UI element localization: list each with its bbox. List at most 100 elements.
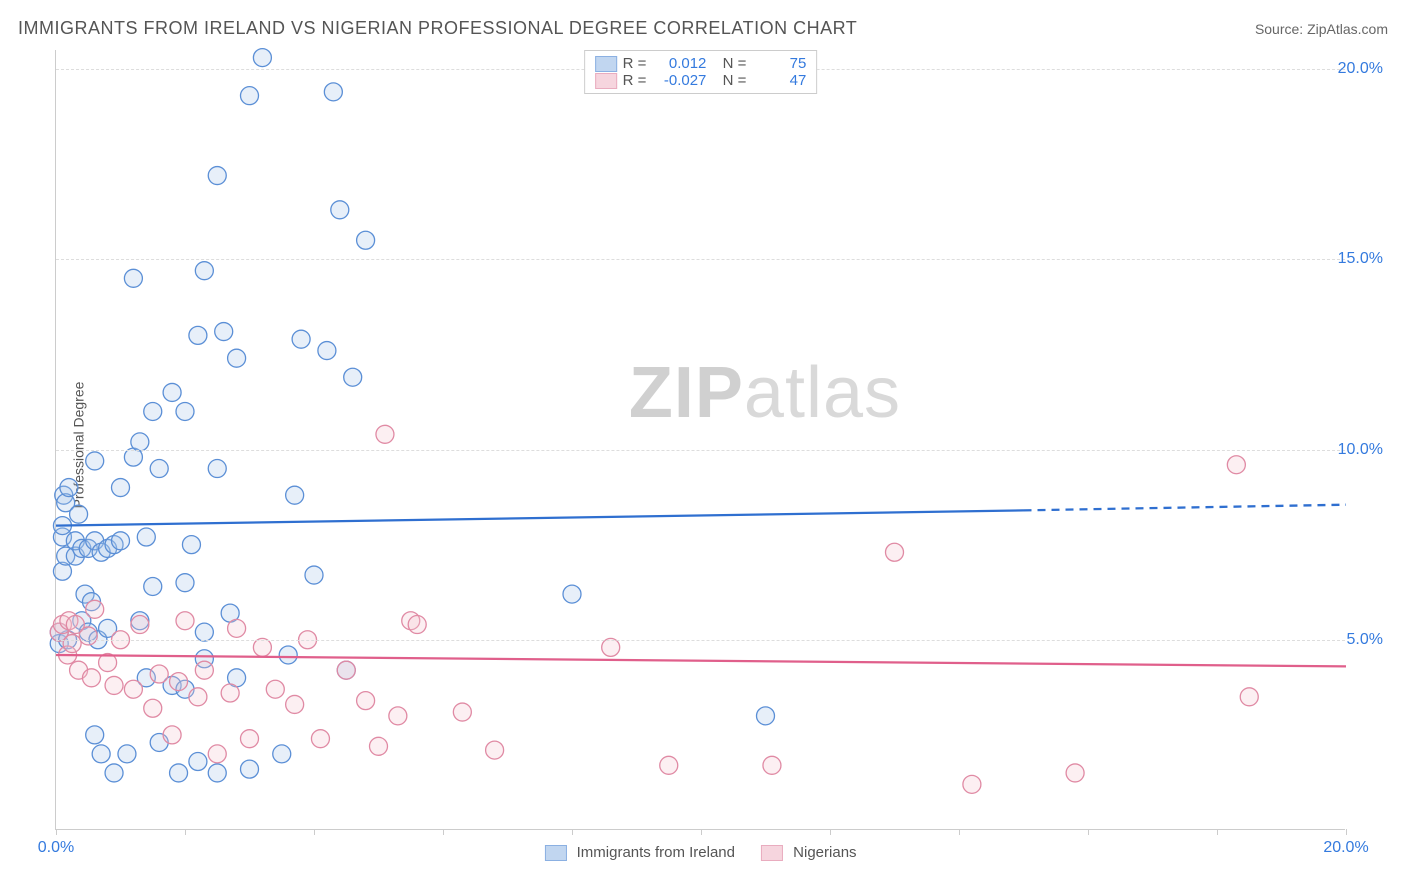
scatter-point bbox=[195, 623, 213, 641]
legend-n-label-1: N = bbox=[723, 55, 747, 72]
scatter-point bbox=[105, 676, 123, 694]
scatter-point bbox=[131, 616, 149, 634]
scatter-point bbox=[144, 699, 162, 717]
source-prefix: Source: bbox=[1255, 21, 1303, 37]
y-tick-label: 15.0% bbox=[1338, 250, 1383, 268]
legend-swatch-bottom-1 bbox=[544, 845, 566, 861]
legend-r-value-1: 0.012 bbox=[652, 55, 706, 72]
scatter-point bbox=[208, 745, 226, 763]
scatter-point bbox=[208, 764, 226, 782]
scatter-point bbox=[273, 745, 291, 763]
legend-item-2: Nigerians bbox=[761, 844, 857, 861]
scatter-point bbox=[241, 760, 259, 778]
scatter-point bbox=[486, 741, 504, 759]
title-bar: IMMIGRANTS FROM IRELAND VS NIGERIAN PROF… bbox=[18, 18, 1388, 39]
scatter-point bbox=[86, 726, 104, 744]
x-tick bbox=[1088, 829, 1089, 835]
scatter-point bbox=[70, 505, 88, 523]
scatter-point bbox=[92, 745, 110, 763]
scatter-point bbox=[963, 775, 981, 793]
scatter-point bbox=[63, 635, 81, 653]
scatter-point bbox=[408, 616, 426, 634]
scatter-point bbox=[131, 433, 149, 451]
x-tick bbox=[56, 829, 57, 835]
legend-r-label-1: R = bbox=[623, 55, 647, 72]
scatter-point bbox=[189, 688, 207, 706]
scatter-point bbox=[1227, 456, 1245, 474]
scatter-point bbox=[344, 368, 362, 386]
scatter-point bbox=[305, 566, 323, 584]
chart-area: Professional Degree ZIPatlas R = 0.012 N… bbox=[55, 50, 1385, 840]
y-tick-label: 5.0% bbox=[1347, 631, 1383, 649]
scatter-point bbox=[453, 703, 471, 721]
legend-row-series-1: R = 0.012 N = 75 bbox=[595, 55, 807, 72]
legend-label-1: Immigrants from Ireland bbox=[577, 844, 735, 861]
scatter-point bbox=[886, 543, 904, 561]
scatter-point bbox=[318, 342, 336, 360]
x-tick bbox=[959, 829, 960, 835]
scatter-point bbox=[105, 764, 123, 782]
scatter-point bbox=[208, 460, 226, 478]
legend-series-box: Immigrants from Ireland Nigerians bbox=[544, 844, 856, 861]
scatter-point bbox=[763, 756, 781, 774]
legend-label-2: Nigerians bbox=[793, 844, 856, 861]
scatter-point bbox=[1240, 688, 1258, 706]
scatter-point bbox=[279, 646, 297, 664]
x-tick-label: 20.0% bbox=[1323, 839, 1368, 857]
scatter-point bbox=[324, 83, 342, 101]
x-tick bbox=[314, 829, 315, 835]
scatter-point bbox=[124, 680, 142, 698]
legend-swatch-2 bbox=[595, 73, 617, 89]
gridline bbox=[56, 450, 1345, 451]
scatter-point bbox=[357, 231, 375, 249]
scatter-point bbox=[241, 730, 259, 748]
scatter-point bbox=[112, 479, 130, 497]
scatter-point bbox=[241, 87, 259, 105]
scatter-point bbox=[176, 402, 194, 420]
scatter-point bbox=[118, 745, 136, 763]
scatter-point bbox=[176, 574, 194, 592]
scatter-point bbox=[228, 349, 246, 367]
scatter-point bbox=[757, 707, 775, 725]
scatter-point bbox=[112, 532, 130, 550]
scatter-point bbox=[602, 638, 620, 656]
plot-svg bbox=[56, 50, 1346, 830]
x-tick bbox=[572, 829, 573, 835]
source-name: ZipAtlas.com bbox=[1307, 21, 1388, 37]
scatter-point bbox=[86, 452, 104, 470]
legend-item-1: Immigrants from Ireland bbox=[544, 844, 735, 861]
scatter-point bbox=[195, 262, 213, 280]
scatter-point bbox=[176, 612, 194, 630]
scatter-point bbox=[1066, 764, 1084, 782]
y-tick-label: 20.0% bbox=[1338, 60, 1383, 78]
scatter-point bbox=[150, 460, 168, 478]
source-attribution: Source: ZipAtlas.com bbox=[1255, 21, 1388, 37]
scatter-point bbox=[311, 730, 329, 748]
scatter-point bbox=[60, 479, 78, 497]
scatter-point bbox=[228, 619, 246, 637]
x-tick bbox=[185, 829, 186, 835]
scatter-point bbox=[163, 383, 181, 401]
scatter-point bbox=[189, 326, 207, 344]
scatter-point bbox=[660, 756, 678, 774]
trend-line-extrapolated bbox=[1024, 505, 1347, 511]
scatter-point bbox=[86, 600, 104, 618]
scatter-point bbox=[292, 330, 310, 348]
scatter-point bbox=[150, 665, 168, 683]
gridline bbox=[56, 259, 1345, 260]
scatter-point bbox=[266, 680, 284, 698]
scatter-point bbox=[144, 402, 162, 420]
x-tick-label: 0.0% bbox=[38, 839, 74, 857]
scatter-point bbox=[144, 577, 162, 595]
scatter-point bbox=[253, 49, 271, 67]
scatter-point bbox=[208, 167, 226, 185]
y-tick-label: 10.0% bbox=[1338, 441, 1383, 459]
scatter-point bbox=[376, 425, 394, 443]
scatter-point bbox=[137, 528, 155, 546]
trend-line bbox=[56, 655, 1346, 666]
scatter-point bbox=[163, 726, 181, 744]
scatter-point bbox=[331, 201, 349, 219]
scatter-point bbox=[170, 673, 188, 691]
scatter-point bbox=[221, 684, 239, 702]
x-tick bbox=[1346, 829, 1347, 835]
